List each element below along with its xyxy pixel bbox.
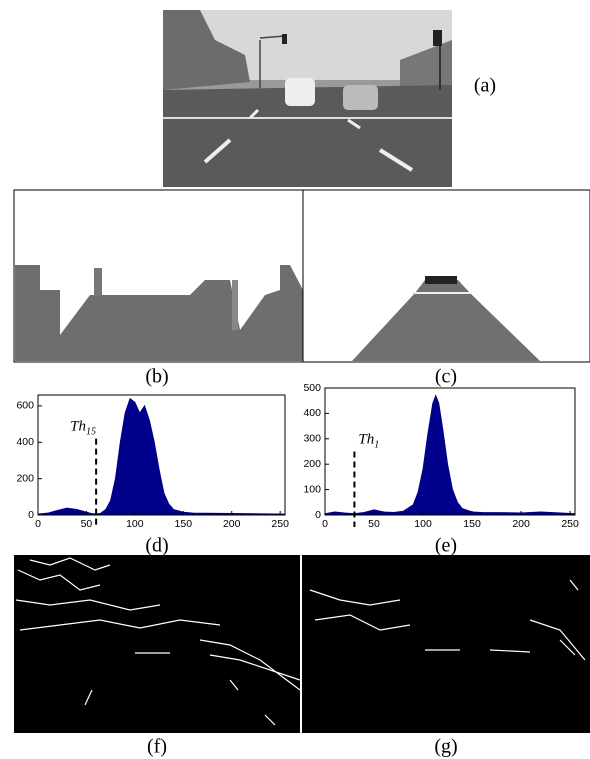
x-tick-label: 200 — [223, 518, 241, 530]
panel-label: (a) — [474, 75, 496, 97]
threshold-subscript: 15 — [86, 427, 96, 438]
y-tick-label: 500 — [303, 382, 321, 394]
y-tick-label: 400 — [303, 407, 321, 419]
histogram-area — [37, 397, 286, 516]
x-tick-label: 50 — [368, 518, 380, 530]
y-tick-label: 600 — [16, 400, 34, 412]
threshold-subscript: 1 — [374, 440, 379, 451]
x-tick-label: 50 — [81, 518, 93, 530]
y-tick-label: 0 — [315, 509, 321, 521]
histogram-area — [324, 394, 576, 516]
threshold-label: Th15 — [70, 419, 96, 438]
x-tick-label: 150 — [463, 518, 481, 530]
edge-map-g — [302, 555, 590, 733]
panel-label: (c) — [435, 366, 457, 388]
threshold-label: Th1 — [358, 432, 379, 451]
y-tick-label: 300 — [303, 433, 321, 445]
edge-map-f — [14, 555, 301, 733]
y-tick-label: 400 — [16, 436, 34, 448]
panel-label: (d) — [145, 535, 168, 557]
x-tick-label: 200 — [512, 518, 530, 530]
x-tick-label: 100 — [126, 518, 144, 530]
x-tick-label: 0 — [35, 518, 41, 530]
x-tick-label: 100 — [414, 518, 432, 530]
y-tick-label: 200 — [303, 458, 321, 470]
axes-frame — [37, 394, 286, 516]
y-tick-label: 0 — [28, 509, 34, 521]
road-mask-b — [13, 189, 304, 363]
panel-label: (e) — [435, 535, 457, 557]
y-tick-label: 200 — [16, 472, 34, 484]
y-tick-label: 100 — [303, 483, 321, 495]
panel-label: (b) — [145, 366, 168, 388]
panel-label: (g) — [434, 736, 457, 758]
x-tick-label: 0 — [322, 518, 328, 530]
threshold-name: Th — [70, 419, 86, 435]
axes-frame — [324, 387, 576, 516]
road-photo — [163, 10, 452, 187]
threshold-name: Th — [358, 432, 374, 448]
x-tick-label: 150 — [175, 518, 193, 530]
panel-label: (f) — [147, 736, 167, 758]
x-tick-label: 250 — [271, 518, 289, 530]
road-mask-c — [302, 189, 590, 363]
x-tick-label: 250 — [561, 518, 579, 530]
